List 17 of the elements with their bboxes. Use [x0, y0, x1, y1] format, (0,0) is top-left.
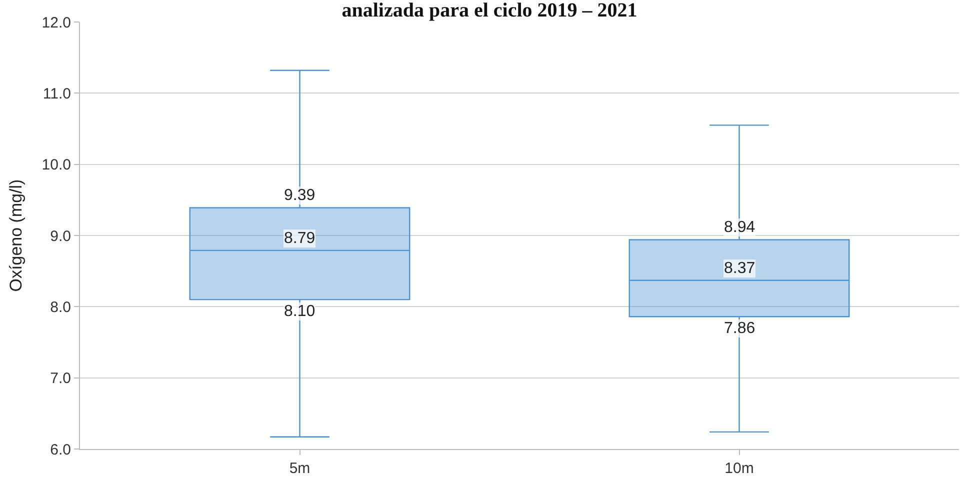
y-tick-label: 11.0 [42, 85, 71, 102]
y-tick-label: 7.0 [50, 370, 71, 388]
y-tick-label: 9.0 [50, 228, 71, 245]
annotation: 8.94 [724, 219, 756, 236]
annotation: 8.79 [284, 230, 316, 247]
y-tick-label: 10.0 [42, 156, 71, 174]
y-tick-label: 6.0 [50, 441, 71, 458]
chart-title: analizada para el ciclo 2019 – 2021 [342, 0, 638, 22]
x-tick-label: 10m [724, 460, 754, 477]
x-tick-label: 5m [289, 460, 310, 477]
y-axis-title: Oxígeno (mg/l) [6, 179, 26, 292]
annotation: 8.10 [284, 303, 316, 320]
annotation: 9.39 [284, 187, 316, 204]
annotation: 8.37 [724, 260, 756, 277]
y-tick-label: 12.0 [42, 14, 71, 32]
y-tick-label: 8.0 [50, 298, 71, 316]
annotation: 7.86 [724, 320, 756, 337]
